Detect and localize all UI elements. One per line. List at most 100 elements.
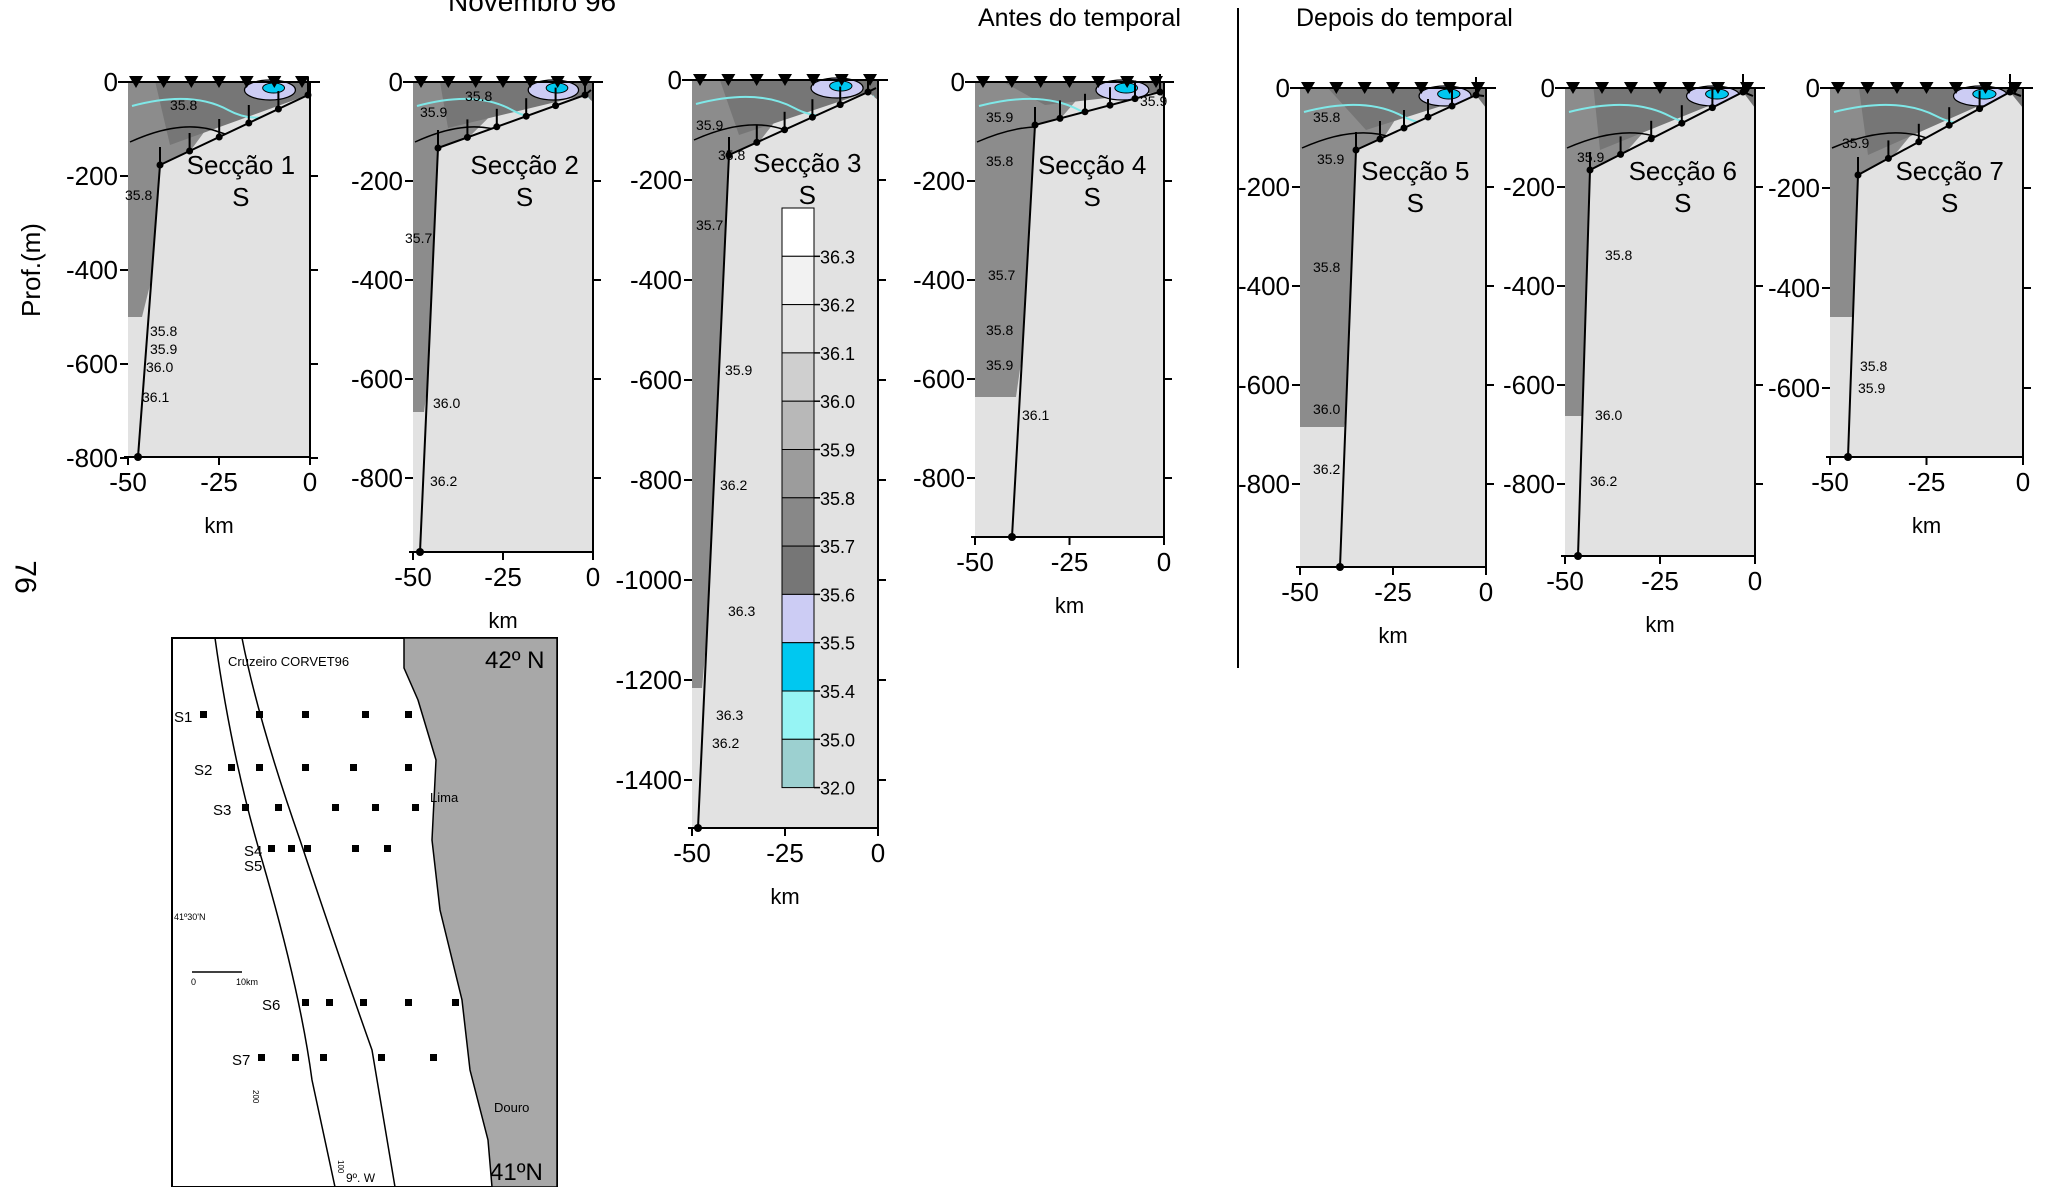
contour-label: 36.0 — [1313, 401, 1340, 417]
station-point — [493, 123, 501, 131]
station-point — [1106, 101, 1114, 109]
y-tick-label: -400 — [66, 255, 118, 285]
section-title: Secção 1 — [187, 150, 295, 180]
scale-label: 10km — [236, 977, 258, 987]
y-tick-label: 0 — [1541, 73, 1555, 103]
map-station — [304, 845, 311, 852]
shelf-water — [128, 95, 310, 457]
section-panel-2: 0 -200 -400 -600 -800 -50 -25 0 km Secção 2S 35.8 3… — [351, 67, 603, 633]
station-point — [552, 102, 560, 110]
contour-label: 35.9 — [1140, 93, 1167, 109]
bottom-profile — [1577, 90, 1754, 557]
legend-swatch — [781, 545, 815, 595]
place-label: Lima — [430, 790, 459, 805]
y-tick-label: -800 — [351, 463, 403, 493]
station-point — [1448, 102, 1456, 110]
map-section-label: S5 — [244, 858, 262, 875]
section-title: Secção 6 — [1629, 156, 1737, 186]
contour-label: 36.2 — [1313, 461, 1340, 477]
x-tick-label: -50 — [394, 562, 432, 592]
map-station — [256, 711, 263, 718]
bottom-profile — [1847, 90, 2022, 458]
isobath-label: 100 — [336, 1160, 345, 1174]
contour-label: 35.9 — [986, 357, 1013, 373]
bottom-profile — [697, 87, 877, 829]
y-tick-label: -1200 — [616, 665, 683, 695]
y-tick-label: 0 — [1806, 73, 1820, 103]
section-panel-6: 0 -200 -400 -600 -800 -50 -25 0 km Secção 6S 35.9 3… — [1503, 73, 1765, 637]
x-tick-label: -50 — [673, 838, 711, 868]
map-station — [412, 804, 419, 811]
map-station — [302, 764, 309, 771]
map-station — [360, 999, 367, 1006]
y-tick-label: -200 — [630, 165, 682, 195]
station-point — [725, 151, 733, 159]
contour-label: 35.9 — [150, 341, 177, 357]
map-station — [200, 711, 207, 718]
y-tick-label: -200 — [1503, 172, 1555, 202]
contour-label: 35.8 — [1605, 247, 1632, 263]
y-tick-label: -800 — [913, 463, 965, 493]
contour-label: 35.8 — [125, 187, 152, 203]
contour-label: 35.9 — [986, 109, 1013, 125]
station-point — [836, 101, 844, 109]
station-point — [1131, 95, 1139, 103]
map-section-label: S1 — [174, 709, 192, 726]
contour-label: 36.2 — [712, 735, 739, 751]
contour-label: 35.9 — [1317, 151, 1344, 167]
place-label: Douro — [494, 1100, 529, 1115]
y-tick-label: -600 — [1503, 370, 1555, 400]
x-axis-label: km — [1912, 513, 1941, 538]
contour-label: 35.9 — [1842, 135, 1869, 151]
contour-label: 35.9 — [1858, 380, 1885, 396]
map-station — [242, 804, 249, 811]
station-point — [463, 133, 471, 141]
shelf-water — [1830, 92, 2023, 457]
legend-label: 35.0 — [820, 730, 855, 750]
lat-north-label: 42º N — [485, 647, 544, 674]
y-tick-label: -400 — [1768, 273, 1820, 303]
legend-swatch — [781, 352, 815, 402]
station-point — [1854, 171, 1862, 179]
station-point — [1976, 105, 1984, 113]
section-title: Secção 4 — [1038, 150, 1146, 180]
y-tick-label: -1000 — [616, 565, 683, 595]
land-area — [403, 637, 558, 1187]
map-station — [268, 845, 275, 852]
contour-label: 35.8 — [465, 88, 492, 104]
map-station — [405, 764, 412, 771]
shelf-water — [975, 92, 1164, 537]
legend-swatch — [781, 690, 815, 740]
contour-label: 35.8 — [170, 97, 197, 113]
x-tick-label: 0 — [1748, 566, 1762, 596]
map-station — [302, 711, 309, 718]
x-tick-label: -50 — [109, 467, 147, 497]
x-tick-label: 0 — [1157, 547, 1171, 577]
map-station — [292, 1054, 299, 1061]
y-tick-label: -400 — [1238, 271, 1290, 301]
station-point — [522, 112, 530, 120]
map-station — [352, 845, 359, 852]
contour-label: 36.1 — [1022, 407, 1049, 423]
legend-swatch — [781, 449, 815, 499]
map-section-label: S3 — [213, 802, 231, 819]
legend-label: 36.3 — [820, 247, 855, 267]
map-section-label: S4 — [244, 843, 262, 860]
legend-swatch — [781, 593, 815, 644]
contour-label: 35.7 — [696, 217, 723, 233]
isobath-200 — [214, 637, 336, 1187]
y-tick-label: -400 — [913, 265, 965, 295]
legend-swatch — [781, 738, 815, 789]
section-variable: S — [1407, 188, 1424, 218]
station-point — [808, 113, 816, 121]
legend-swatch — [781, 642, 815, 692]
x-tick-label: -25 — [1908, 467, 1946, 497]
station-point — [1617, 150, 1625, 158]
contour-label: 35.8 — [150, 323, 177, 339]
legend-label: 36.2 — [820, 296, 855, 316]
y-tick-label: -800 — [630, 465, 682, 495]
station-point — [274, 105, 282, 113]
y-tick-label: -200 — [913, 166, 965, 196]
map-station — [332, 804, 339, 811]
station-point — [864, 88, 872, 96]
